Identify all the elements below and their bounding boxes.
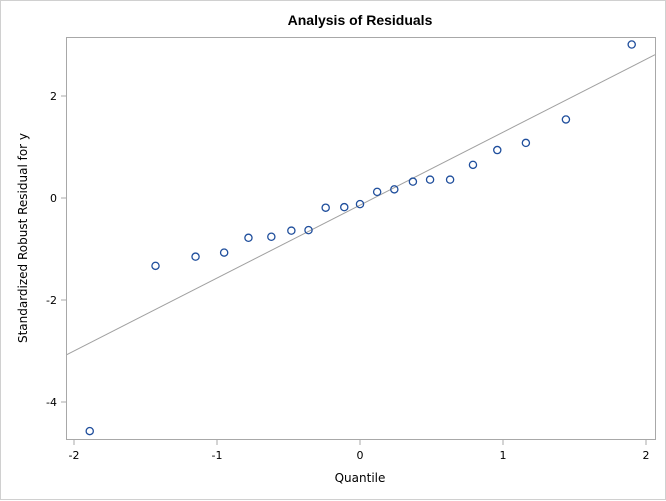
y-axis-label: Standardized Robust Residual for y xyxy=(16,133,30,343)
data-point xyxy=(355,199,365,209)
reference-line xyxy=(66,54,655,356)
plot-area xyxy=(66,37,656,440)
y-tick-label: 2 xyxy=(50,90,57,103)
y-tick-label: -4 xyxy=(46,396,57,409)
plot-frame xyxy=(66,37,656,440)
y-tick-label: -2 xyxy=(46,294,57,307)
data-point xyxy=(191,252,200,261)
data-point xyxy=(425,175,435,184)
x-axis-label: Quantile xyxy=(335,471,386,485)
data-point xyxy=(267,232,276,242)
chart-title: Analysis of Residuals xyxy=(288,12,433,28)
y-axis: -4 -2 0 2 xyxy=(46,90,66,409)
data-point xyxy=(627,40,636,49)
y-tick-label: 0 xyxy=(50,192,57,205)
x-tick-label: 1 xyxy=(500,449,507,462)
data-point xyxy=(151,261,160,271)
data-point xyxy=(219,248,229,257)
data-point xyxy=(408,177,418,186)
x-tick-label: 2 xyxy=(643,449,650,462)
data-point xyxy=(244,233,253,243)
data-point xyxy=(85,426,94,436)
data-point xyxy=(321,203,330,212)
data-point xyxy=(340,202,349,212)
x-tick-label: 0 xyxy=(357,449,364,462)
x-tick-label: -2 xyxy=(69,449,80,462)
data-point xyxy=(521,138,531,148)
x-tick-label: -1 xyxy=(212,449,223,462)
data-point xyxy=(287,226,296,235)
data-point xyxy=(372,187,382,197)
data-point xyxy=(445,175,455,184)
data-point xyxy=(390,185,399,194)
data-point xyxy=(468,160,478,170)
data-point xyxy=(304,225,313,235)
data-point xyxy=(561,115,571,124)
data-point xyxy=(493,145,502,155)
x-axis: -2 -1 0 1 2 xyxy=(69,440,650,462)
